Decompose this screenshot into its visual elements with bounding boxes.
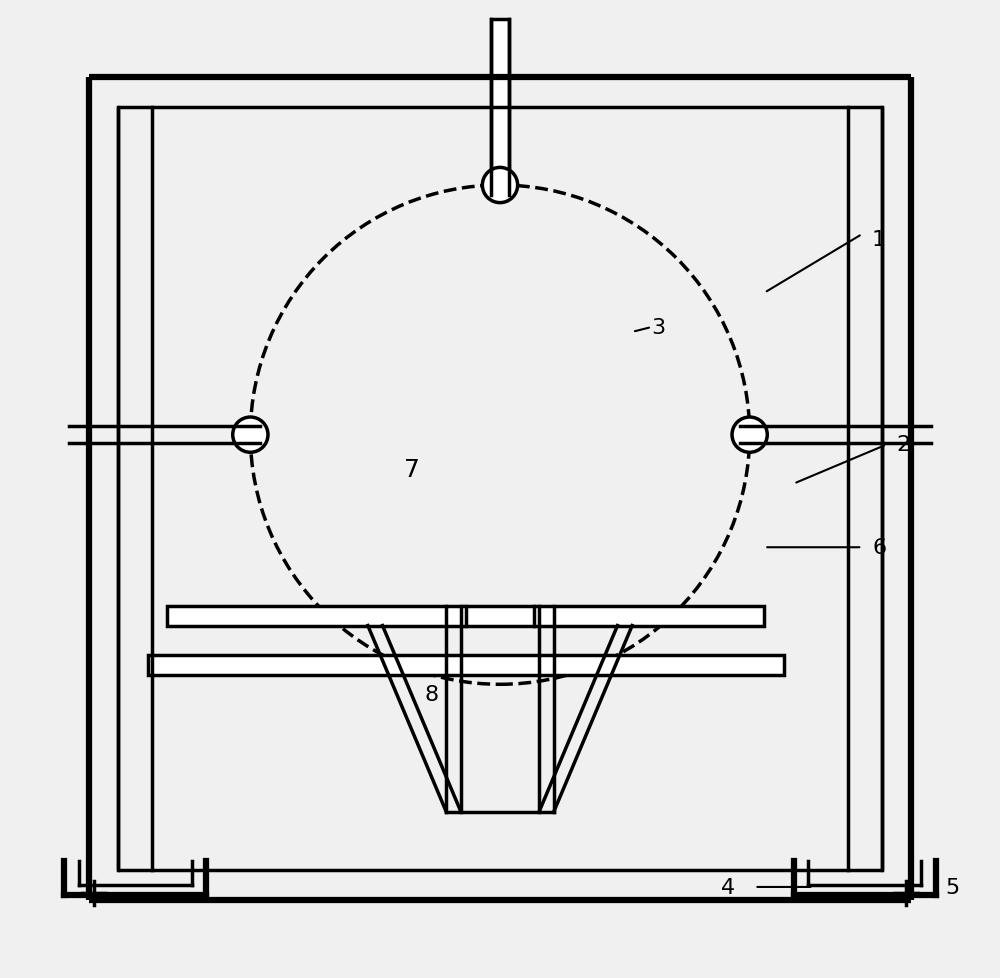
FancyBboxPatch shape (148, 655, 784, 675)
Text: 1: 1 (872, 230, 886, 249)
Text: 7: 7 (404, 458, 420, 481)
Circle shape (732, 418, 767, 453)
Text: 3: 3 (652, 318, 666, 337)
Circle shape (233, 418, 268, 453)
Text: 2: 2 (896, 435, 911, 455)
FancyBboxPatch shape (491, 20, 509, 196)
Text: 6: 6 (872, 538, 886, 557)
Text: 8: 8 (424, 685, 439, 704)
Text: 4: 4 (721, 877, 735, 897)
Circle shape (482, 168, 518, 203)
Text: 5: 5 (945, 877, 960, 897)
FancyBboxPatch shape (167, 606, 764, 626)
